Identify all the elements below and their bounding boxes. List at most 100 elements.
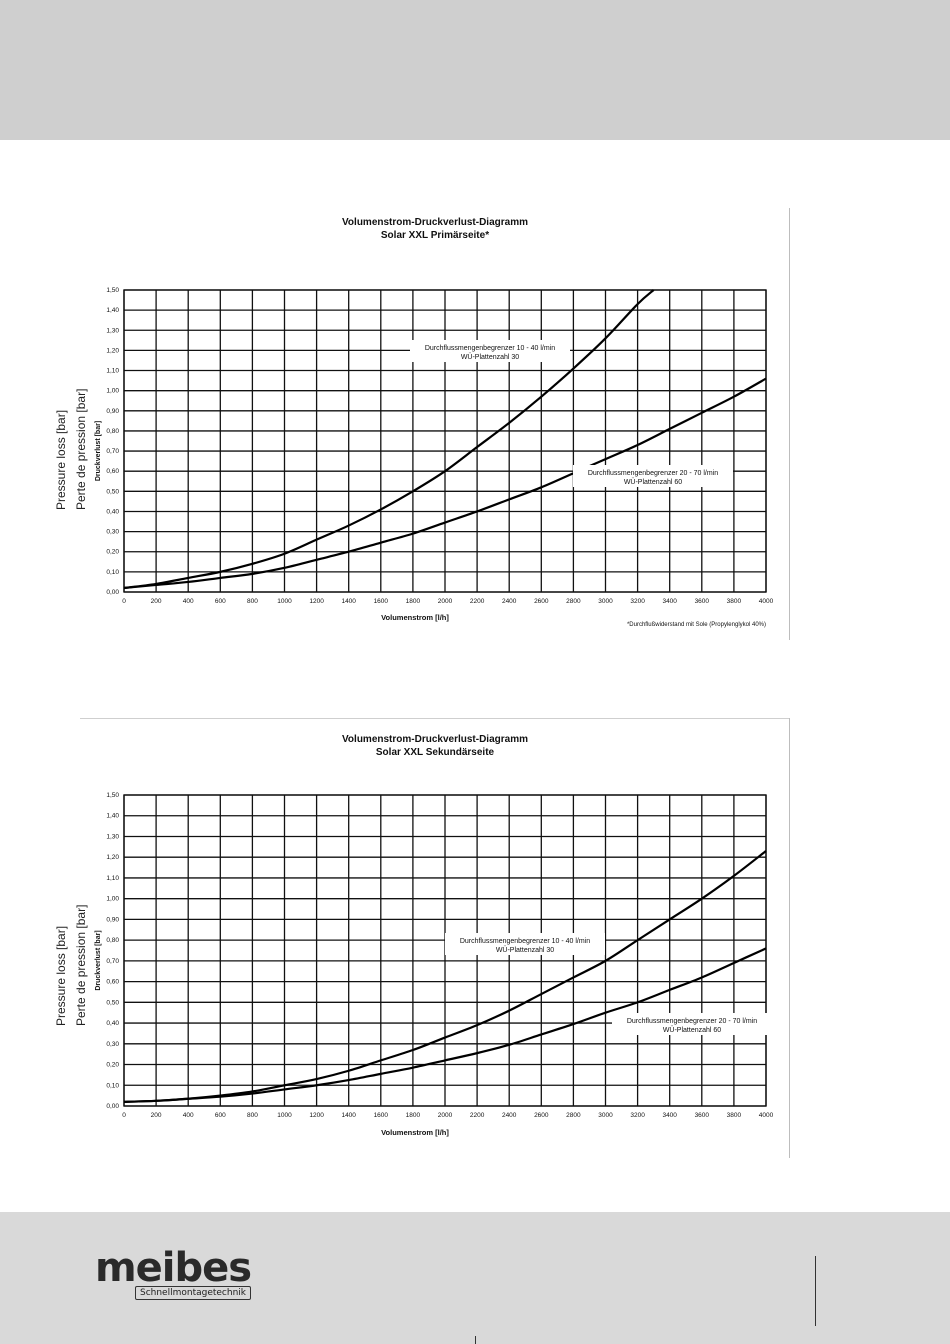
y-axis-label: Druckverlust [bar] (95, 421, 102, 481)
panel-border (789, 208, 790, 640)
x-tick-label: 2000 (438, 598, 453, 605)
y-tick-label: 1,00 (106, 388, 119, 395)
y-tick-label: 0,40 (106, 508, 119, 515)
series-sublabel: WÜ-Plattenzahl 60 (663, 1026, 721, 1034)
series-sublabel: WÜ-Plattenzahl 30 (496, 946, 554, 954)
footer-divider (815, 1256, 816, 1326)
x-tick-label: 0 (122, 1112, 126, 1119)
y-tick-label: 1,00 (106, 896, 119, 903)
x-axis-label: Volumenstrom [l/h] (381, 613, 449, 622)
y-tick-label: 1,10 (106, 875, 119, 882)
y-tick-label: 0,30 (106, 529, 119, 536)
y-tick-label: 1,50 (106, 792, 119, 799)
x-tick-label: 2600 (534, 598, 549, 605)
series-label-bg (573, 465, 733, 487)
x-tick-label: 3600 (695, 598, 710, 605)
y-tick-label: 1,40 (106, 307, 119, 314)
y-tick-label: 0,30 (106, 1041, 119, 1048)
chart-primary-plot: 0 200 400 600 800 1000 1200 1400 1600 1800 2000 220… (95, 287, 774, 628)
y-tick-label: 0,80 (106, 937, 119, 944)
series-label-bg (410, 340, 570, 362)
series-label: Durchflussmengenbegrenzer 10 - 40 l/min (425, 345, 555, 352)
y-tick-label: 1,40 (106, 813, 119, 820)
y-tick-label: 1,20 (106, 854, 119, 861)
series-label-bg (445, 933, 605, 955)
y-tick-label: 0,50 (106, 488, 119, 495)
series-label: Durchflussmengenbegrenzer 20 - 70 l/min (588, 470, 718, 477)
y-tick-label: 0,50 (106, 999, 119, 1006)
meibes-logo: meibes Schnellmontagetechnik (95, 1246, 253, 1302)
outer-ylabel-en: Pressure loss [bar] (54, 409, 68, 510)
outer-ylabel-fr: Perte de pression [bar] (74, 904, 88, 1026)
x-tick-label: 3000 (598, 598, 613, 605)
x-tick-label: 1600 (374, 598, 389, 605)
x-tick-label: 2800 (566, 1112, 581, 1119)
x-tick-label: 3800 (727, 598, 742, 605)
x-tick-label: 4000 (759, 1112, 774, 1119)
x-tick-label: 2600 (534, 1112, 549, 1119)
x-tick-label: 400 (183, 598, 194, 605)
y-tick-label: 1,30 (106, 327, 119, 334)
x-tick-label: 3200 (630, 598, 645, 605)
y-tick-label: 0,90 (106, 408, 119, 415)
y-tick-label: 0,10 (106, 569, 119, 576)
series-line-1 (123, 289, 655, 590)
x-tick-label: 3000 (598, 1112, 613, 1119)
fold-mark (475, 1336, 476, 1344)
x-axis-label: Volumenstrom [l/h] (381, 1128, 449, 1137)
y-tick-label: 1,50 (106, 287, 119, 294)
logo-wordmark: meibes (95, 1245, 252, 1291)
x-tick-label: 600 (215, 1112, 226, 1119)
y-tick-label: 0,90 (106, 916, 119, 923)
x-tick-label: 2400 (502, 598, 517, 605)
x-tick-label: 1400 (341, 598, 356, 605)
panel-border (789, 718, 790, 1158)
x-tick-label: 2400 (502, 1112, 517, 1119)
logo-tagline: Schnellmontagetechnik (135, 1286, 251, 1300)
outer-ylabel-en: Pressure loss [bar] (54, 925, 68, 1026)
x-tick-label: 200 (151, 598, 162, 605)
x-tick-label: 3400 (662, 1112, 677, 1119)
x-tick-label: 200 (151, 1112, 162, 1119)
x-tick-label: 1200 (309, 1112, 324, 1119)
y-tick-label: 1,10 (106, 368, 119, 375)
x-tick-label: 3800 (727, 1112, 742, 1119)
x-tick-label: 1000 (277, 1112, 292, 1119)
x-tick-label: 2200 (470, 1112, 485, 1119)
x-tick-label: 600 (215, 598, 226, 605)
series-label: Durchflussmengenbegrenzer 10 - 40 l/min (460, 938, 590, 945)
x-tick-label: 800 (247, 1112, 258, 1119)
series-sublabel: WÜ-Plattenzahl 30 (461, 353, 519, 361)
y-tick-label: 0,40 (106, 1020, 119, 1027)
y-tick-label: 0,00 (106, 589, 119, 596)
x-tick-label: 800 (247, 598, 258, 605)
x-tick-label: 0 (122, 598, 126, 605)
series-label: Durchflussmengenbegrenzer 20 - 70 l/min (627, 1018, 757, 1025)
footer-band (0, 1212, 950, 1344)
chart-title: Volumenstrom-Druckverlust-Diagramm (342, 217, 528, 228)
chart-secondary-plot: 0 200 400 600 800 1000 1200 1400 1600 1800 2000 220… (95, 792, 774, 1137)
x-tick-label: 3600 (695, 1112, 710, 1119)
x-tick-label: 1000 (277, 598, 292, 605)
y-tick-label: 0,00 (106, 1103, 119, 1110)
y-tick-label: 0,60 (106, 979, 119, 986)
chart-title: Volumenstrom-Druckverlust-Diagramm (342, 734, 528, 745)
x-tick-label: 1600 (374, 1112, 389, 1119)
y-tick-label: 1,30 (106, 833, 119, 840)
chart-subtitle: Solar XXL Sekundärseite (375, 747, 495, 758)
x-tick-label: 2200 (470, 598, 485, 605)
x-tick-label: 1800 (406, 1112, 421, 1119)
y-tick-label: 0,70 (106, 958, 119, 965)
header-band (0, 0, 950, 140)
outer-ylabel-fr: Perte de pression [bar] (74, 388, 88, 510)
chart-subtitle: Solar XXL Primärseite* (380, 230, 490, 241)
y-tick-label: 1,20 (106, 347, 119, 354)
series-line-1 (123, 850, 767, 1103)
y-axis-label: Druckverlust [bar] (95, 930, 102, 990)
x-tick-label: 1400 (341, 1112, 356, 1119)
series-line-2 (123, 947, 767, 1103)
x-tick-label: 1200 (309, 598, 324, 605)
series-label-bg (612, 1013, 772, 1035)
y-tick-label: 0,20 (106, 1062, 119, 1069)
x-tick-label: 3400 (662, 598, 677, 605)
